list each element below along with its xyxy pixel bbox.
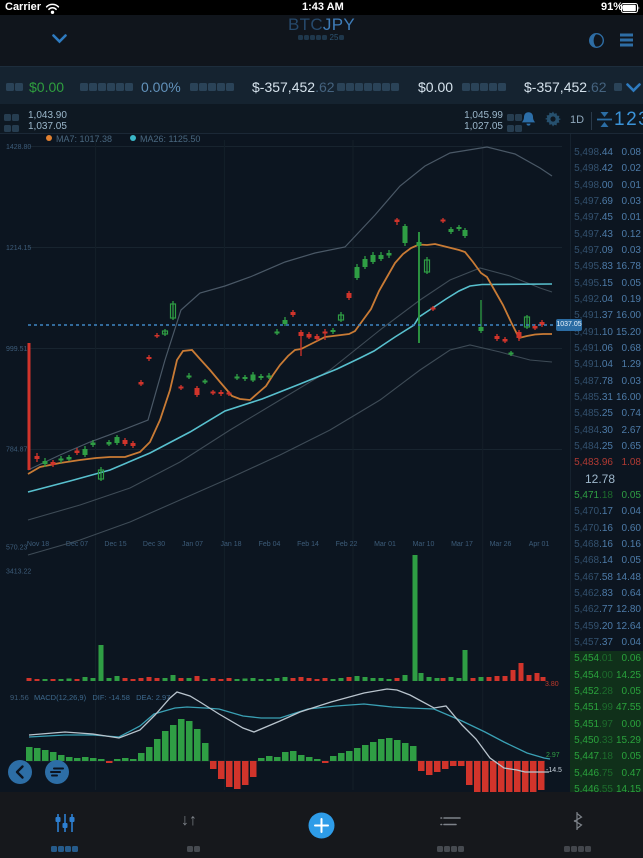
svg-text:Dec 30: Dec 30 [143, 541, 165, 548]
svg-text:91.56: 91.56 [10, 693, 29, 702]
svg-text:Feb 14: Feb 14 [297, 541, 319, 548]
svg-text:999.51: 999.51 [6, 346, 28, 353]
svg-text:Dec 07: Dec 07 [66, 541, 88, 548]
svg-text:Mar 26: Mar 26 [490, 541, 512, 548]
svg-text:MACD(12,26,9) DIF: -14.58: MACD(12,26,9) DIF: -14.58 DEA: 2.97 [34, 693, 170, 702]
svg-text:3413.22: 3413.22 [6, 569, 31, 576]
svg-text:Feb 04: Feb 04 [259, 541, 281, 548]
svg-text:Mar 17: Mar 17 [451, 541, 473, 548]
svg-text:3.80: 3.80 [545, 681, 559, 688]
svg-text:Nov 18: Nov 18 [27, 541, 49, 548]
svg-text:Feb 22: Feb 22 [336, 541, 358, 548]
svg-text:Jan 18: Jan 18 [220, 541, 241, 548]
svg-text:784.87: 784.87 [6, 447, 28, 454]
svg-text:1214.15: 1214.15 [6, 245, 31, 252]
svg-text:Mar 10: Mar 10 [413, 541, 435, 548]
svg-text:2.97: 2.97 [546, 752, 560, 759]
svg-text:Jan 07: Jan 07 [182, 541, 203, 548]
svg-text:570.23: 570.23 [6, 545, 28, 552]
svg-text:Apr 01: Apr 01 [529, 541, 550, 548]
svg-text:1428.80: 1428.80 [6, 144, 31, 151]
svg-text:Dec 15: Dec 15 [104, 541, 126, 548]
svg-text:-14.58: -14.58 [546, 767, 562, 774]
svg-text:Mar 01: Mar 01 [374, 541, 396, 548]
